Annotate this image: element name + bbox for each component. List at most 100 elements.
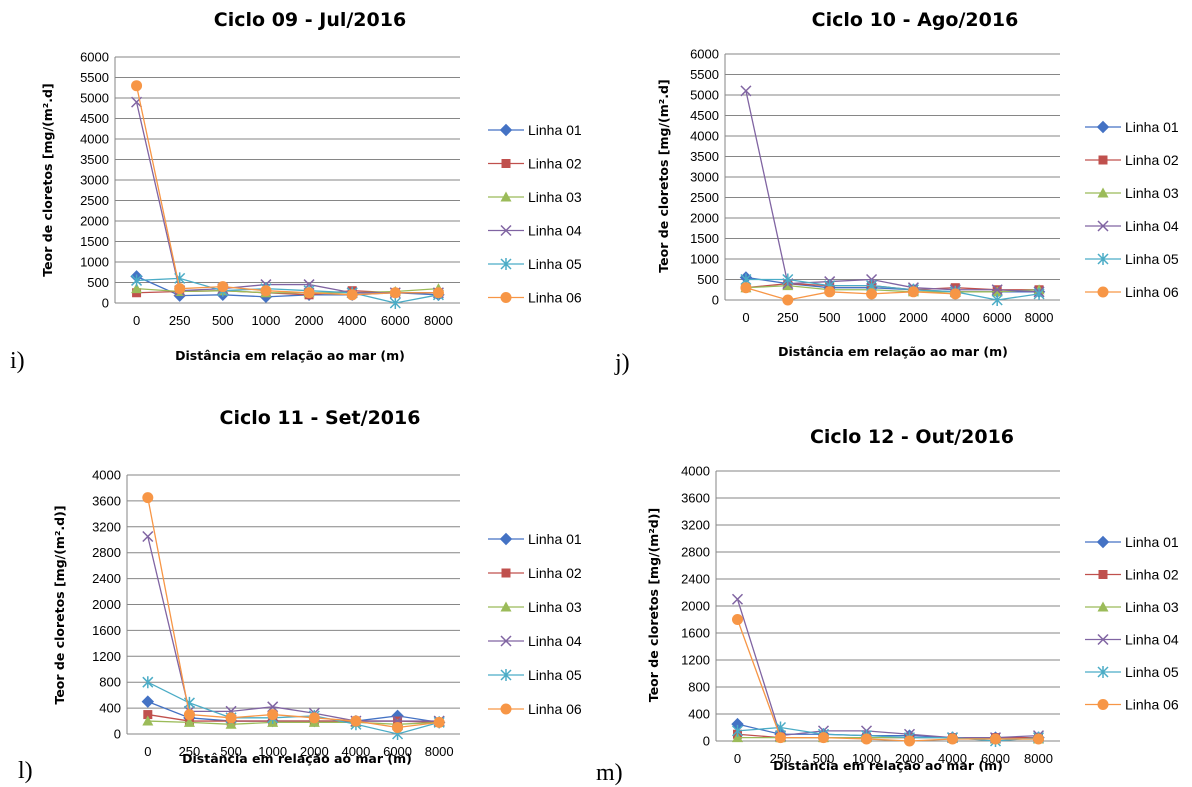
x-tick-label: 4000	[338, 313, 367, 328]
x-axis-label: Distância em relação ao mar (m)	[773, 758, 1003, 773]
series-4	[131, 96, 444, 299]
data-point	[732, 614, 743, 625]
y-tick-label: 6000	[80, 50, 109, 65]
legend-entry: Linha 04	[488, 633, 582, 649]
series-6	[740, 282, 961, 306]
y-tick-label: 500	[87, 275, 109, 290]
x-tick-label: 8000	[1025, 310, 1054, 325]
data-point	[131, 274, 143, 287]
legend-entry: Linha 05	[488, 256, 582, 272]
data-point	[732, 732, 743, 743]
series-line	[147, 536, 440, 722]
series-line	[135, 101, 439, 294]
legend-entry: Linha 05	[1085, 664, 1179, 680]
legend-entry: Linha 02	[488, 565, 582, 581]
y-tick-label: 0	[712, 293, 719, 308]
data-point	[818, 732, 829, 744]
legend-label: Linha 03	[528, 189, 582, 205]
legend-marker	[1097, 633, 1109, 646]
y-tick-label: 4000	[80, 132, 109, 147]
y-tick-label: 1200	[92, 649, 121, 664]
chart-4: Ciclo 12 - Out/2016 0 400 800 1200 1600 2000 24…	[596, 426, 1179, 786]
x-tick-label: 1000	[857, 310, 886, 325]
data-point	[740, 85, 752, 97]
series-6	[142, 492, 445, 734]
y-tick-label: 5500	[690, 67, 719, 82]
legend-label: Linha 02	[1125, 152, 1179, 168]
data-point	[225, 712, 237, 724]
legend-entry: Linha 03	[1085, 599, 1179, 615]
series-line	[147, 720, 440, 725]
x-tick-label: 8000	[425, 744, 454, 759]
x-tick-label: 500	[813, 751, 835, 766]
legend-entry: Linha 02	[1085, 567, 1179, 583]
legend-entry: Linha 02	[488, 156, 582, 172]
series-line	[147, 497, 440, 729]
panel-label: i)	[10, 348, 25, 374]
data-point	[907, 286, 919, 298]
legend-marker	[1096, 535, 1110, 549]
data-point	[389, 297, 401, 309]
x-tick-label: 0	[734, 751, 741, 766]
legend-marker	[1096, 120, 1110, 134]
data-point	[303, 287, 315, 299]
data-point	[866, 288, 878, 300]
data-point	[861, 733, 872, 745]
data-point	[142, 492, 154, 504]
legend-entry: Linha 06	[488, 290, 582, 306]
data-point	[432, 287, 444, 299]
y-tick-label: 5000	[690, 88, 719, 103]
y-tick-label: 3600	[681, 491, 710, 506]
y-tick-label: 3600	[92, 493, 121, 508]
x-tick-label: 0	[133, 313, 140, 328]
data-point	[1033, 287, 1045, 300]
data-point	[392, 722, 404, 734]
x-tick-label: 1000	[251, 313, 280, 328]
series-line	[135, 85, 439, 296]
y-tick-label: 1600	[92, 623, 121, 638]
legend-entry: Linha 05	[488, 667, 582, 683]
x-tick-label: 4000	[341, 744, 370, 759]
data-point	[142, 530, 154, 543]
y-tick-label: 1000	[80, 255, 109, 270]
series-line	[745, 90, 1040, 293]
legend-label: Linha 06	[528, 290, 582, 306]
legend-marker	[500, 258, 512, 270]
y-tick-label: 4000	[92, 468, 121, 483]
data-point	[904, 735, 915, 747]
y-tick-label: 1000	[690, 252, 719, 267]
data-point	[991, 286, 1003, 297]
y-tick-label: 0	[703, 734, 710, 749]
x-tick-label: 500	[212, 313, 234, 328]
legend-marker	[500, 292, 512, 303]
x-tick-label: 6000	[383, 744, 412, 759]
data-point	[1033, 733, 1044, 745]
legend-marker	[501, 568, 511, 578]
legend-label: Linha 06	[1125, 697, 1179, 713]
data-point	[174, 283, 186, 295]
y-tick-label: 1500	[690, 231, 719, 246]
series-line	[136, 277, 439, 304]
legend-label: Linha 01	[1125, 534, 1179, 550]
legend-marker	[501, 159, 511, 168]
data-point	[131, 80, 143, 92]
data-point	[346, 289, 358, 301]
y-tick-label: 5000	[80, 91, 109, 106]
y-tick-label: 1200	[681, 653, 710, 668]
data-point	[267, 701, 279, 713]
panel-label: l)	[18, 758, 33, 784]
legend-marker	[1097, 666, 1109, 678]
panel-label: j)	[614, 350, 630, 376]
legend-marker	[1097, 253, 1109, 265]
data-point	[949, 288, 961, 300]
legend-label: Linha 06	[528, 701, 582, 717]
legend-marker	[499, 532, 513, 546]
series-line	[745, 284, 1040, 293]
y-tick-label: 2800	[92, 545, 121, 560]
data-point	[775, 732, 786, 744]
data-point	[991, 294, 1003, 306]
x-tick-label: 4000	[938, 751, 967, 766]
series-4	[731, 593, 1045, 744]
y-tick-label: 2000	[690, 211, 719, 226]
